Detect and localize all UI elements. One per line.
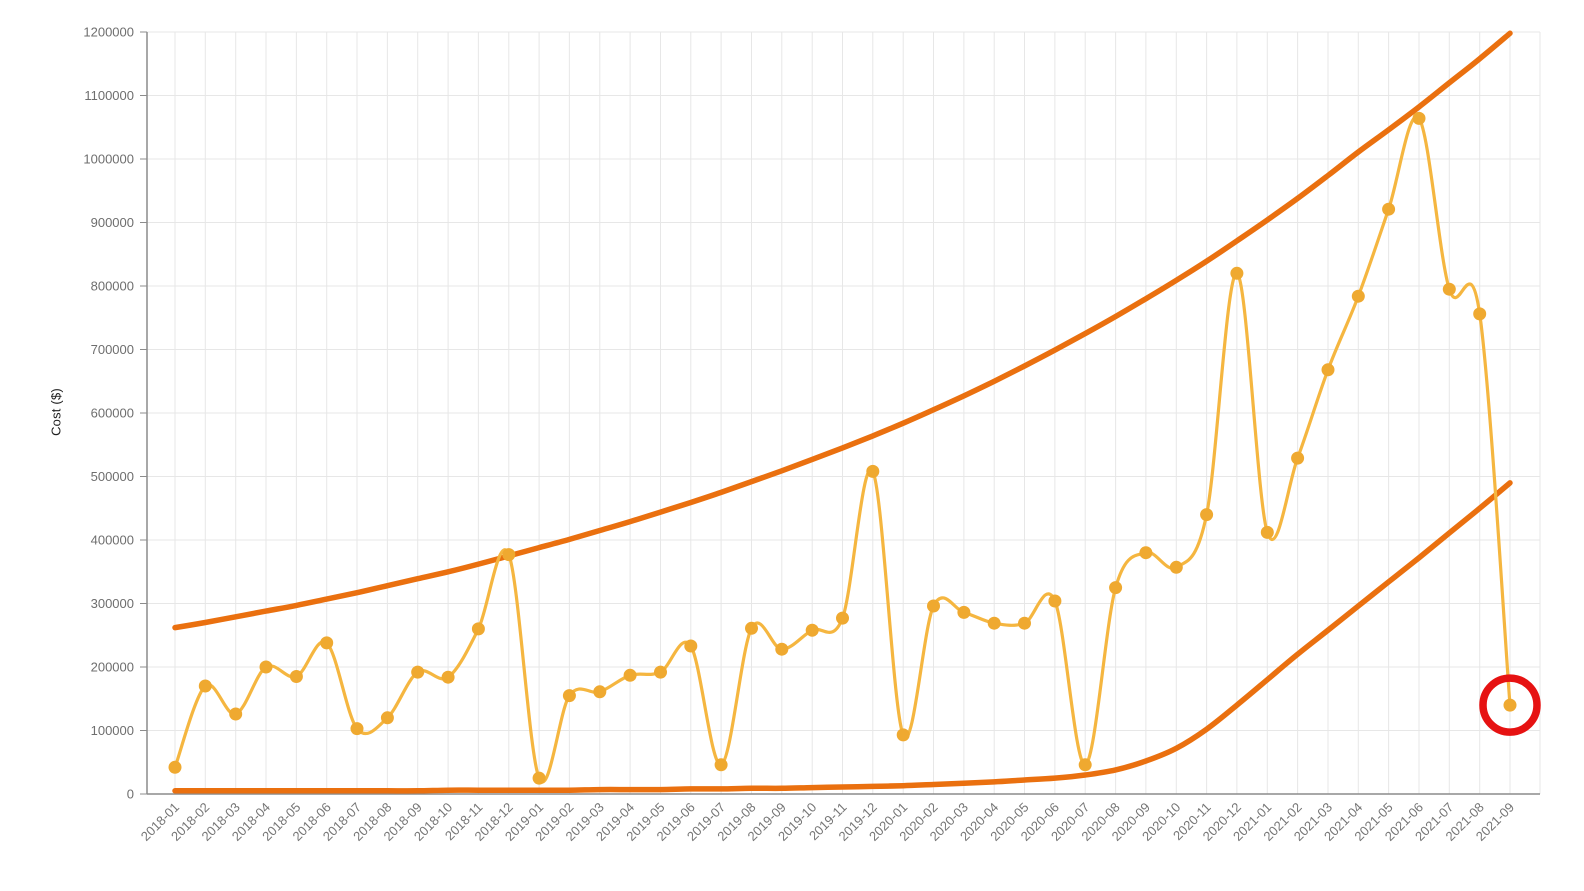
data-point-2019-08[interactable] [745,621,758,635]
data-point-2020-11[interactable] [1200,508,1214,522]
data-point-2018-08[interactable] [380,711,394,725]
y-tick-label: 800000 [91,279,134,294]
y-tick-label: 0 [127,787,134,802]
data-point-2019-10[interactable] [805,623,819,637]
data-point-2021-08[interactable] [1473,307,1487,321]
data-point-2018-04[interactable] [259,660,273,674]
data-point-2020-01[interactable] [896,728,910,742]
data-point-2021-05[interactable] [1382,202,1396,216]
data-point-2020-06[interactable] [1048,594,1062,608]
data-point-2020-02[interactable] [927,599,940,613]
data-point-2018-10[interactable] [441,670,455,684]
y-tick-label: 1000000 [83,152,134,167]
data-point-2019-05[interactable] [654,665,667,679]
y-axis-title: Cost ($) [48,388,64,436]
y-tick-label: 700000 [91,342,134,357]
lower-bound-line [172,480,1513,794]
data-point-2018-03[interactable] [229,707,243,721]
data-point-2020-07[interactable] [1078,758,1092,772]
data-point-2018-11[interactable] [471,622,485,636]
data-point-2018-05[interactable] [289,670,303,683]
y-tick-label: 400000 [91,533,134,548]
data-point-2018-06[interactable] [320,636,334,650]
data-point-2019-03[interactable] [593,685,607,699]
data-point-2019-07[interactable] [714,758,728,772]
upper-bound-line [172,30,1513,631]
data-point-2018-01[interactable] [168,760,182,774]
data-points [168,111,1517,785]
data-point-2019-04[interactable] [623,668,637,682]
y-tick-label: 600000 [91,406,134,421]
data-point-2020-12[interactable] [1230,266,1244,280]
data-point-2018-09[interactable] [411,665,425,679]
data-point-2021-03[interactable] [1321,363,1335,377]
y-tick-label: 900000 [91,215,134,230]
data-point-2018-12[interactable] [502,548,516,562]
data-point-2018-02[interactable] [198,679,212,693]
y-tick-label: 200000 [91,660,134,675]
gridlines [147,31,1541,794]
highlight-circle-annotation [1479,674,1541,736]
data-point-2018-07[interactable] [350,722,364,736]
y-tick-label: 100000 [91,723,134,738]
y-tick-label: 300000 [91,596,134,611]
data-point-2019-01[interactable] [532,771,546,785]
y-tick-label: 1100000 [84,88,134,103]
data-point-2020-04[interactable] [987,616,1001,630]
data-point-2021-01[interactable] [1260,525,1274,539]
data-point-2020-09[interactable] [1139,546,1153,560]
data-point-2021-04[interactable] [1351,289,1365,303]
data-point-2020-08[interactable] [1109,581,1123,595]
axes [140,31,1540,795]
data-point-2020-05[interactable] [1018,616,1031,630]
data-point-2019-06[interactable] [684,639,698,653]
data-point-2019-09[interactable] [775,642,789,656]
data-point-2021-09[interactable] [1503,698,1517,712]
data-point-2020-10[interactable] [1169,560,1183,574]
y-tick-labels: 0 100000 200000 300000 400000 500000 600000 700… [83,25,134,802]
data-point-2020-03[interactable] [957,605,971,619]
data-point-2019-12[interactable] [866,464,880,478]
x-tick-labels: 2018-012018-022018-032018-042018-052018-… [138,800,1517,844]
y-tick-label: 500000 [91,469,134,484]
data-point-2019-02[interactable] [562,689,576,703]
data-point-2021-02[interactable] [1291,451,1305,465]
y-tick-label: 1200000 [83,25,134,40]
data-point-2021-06[interactable] [1412,111,1426,125]
data-point-2019-11[interactable] [836,611,849,625]
data-point-2021-07[interactable] [1442,282,1456,296]
